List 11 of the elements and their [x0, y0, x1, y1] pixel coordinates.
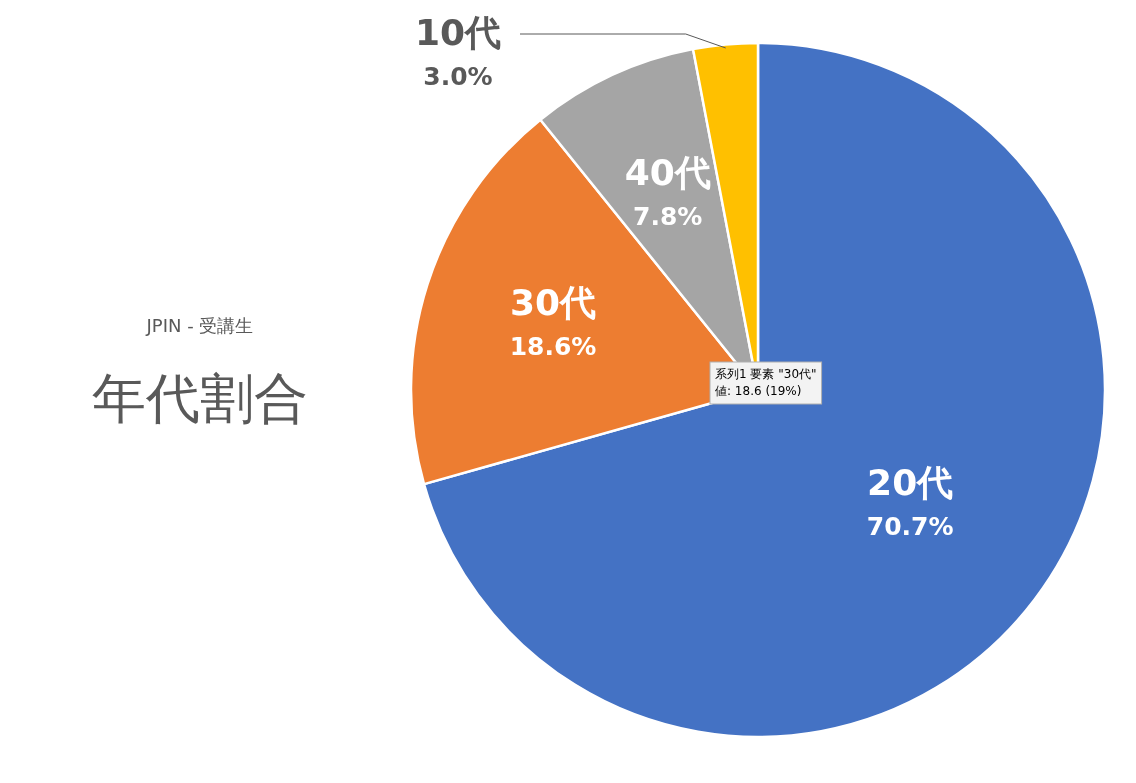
- text: JPIN - 受講生: [145, 315, 254, 336]
- data-label: 3.0%: [423, 62, 493, 91]
- slice-label: 40代: [624, 151, 711, 193]
- slice-label: 30代: [510, 281, 597, 323]
- text: 年代割合: [92, 367, 308, 430]
- data-label: 7.8%: [633, 201, 703, 231]
- data-label: 18.6%: [509, 331, 597, 361]
- data-label: 70.7%: [866, 512, 954, 542]
- text: 系列1 要素 "30代" 値: 18.6 (19%): [715, 367, 817, 398]
- slice-label: 10代: [414, 12, 502, 53]
- slice-label: 20代: [867, 462, 954, 504]
